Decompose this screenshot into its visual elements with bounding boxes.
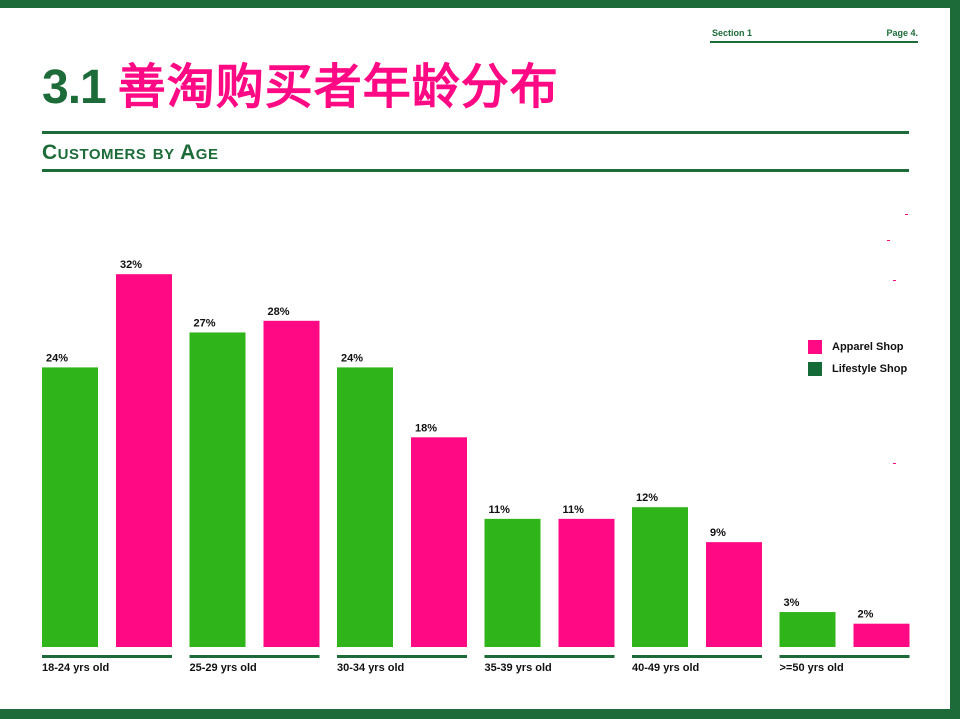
category-axis-line-0 <box>42 655 172 658</box>
bar-lifestyle-5 <box>779 612 836 647</box>
data-label-lifestyle-0: 24% <box>46 352 68 364</box>
decorative-speck <box>905 214 908 215</box>
bar-apparel-1 <box>263 320 320 647</box>
frame-bottom-border <box>0 709 960 719</box>
bar-lifestyle-3 <box>484 518 541 647</box>
legend-swatch-apparel <box>808 340 822 354</box>
category-axis-line-4 <box>632 655 762 658</box>
legend-label-lifestyle: Lifestyle Shop <box>832 363 908 375</box>
chart-legend: Apparel Shop Lifestyle Shop <box>808 336 907 380</box>
frame-top-border <box>0 0 960 8</box>
bar-apparel-3 <box>558 518 615 647</box>
data-label-lifestyle-1: 27% <box>194 317 216 329</box>
bar-lifestyle-4 <box>632 507 688 647</box>
category-label-2: 30-34 yrs old <box>337 662 404 674</box>
decorative-speck <box>893 280 896 281</box>
bar-lifestyle-2 <box>337 367 393 647</box>
data-label-apparel-3: 11% <box>563 504 585 516</box>
header-rule <box>710 41 918 43</box>
category-axis-line-5 <box>779 655 910 658</box>
data-label-lifestyle-3: 11% <box>489 504 511 516</box>
category-axis-line-1 <box>189 655 320 658</box>
data-label-apparel-2: 18% <box>415 422 437 434</box>
decorative-speck <box>893 463 896 464</box>
data-label-apparel-0: 32% <box>120 259 142 271</box>
title-number: 3.1 <box>42 61 107 114</box>
data-label-apparel-4: 9% <box>710 527 726 539</box>
data-label-apparel-1: 28% <box>268 306 290 318</box>
bar-lifestyle-0 <box>42 367 98 647</box>
decorative-speck <box>887 240 890 241</box>
title-rule <box>42 131 909 134</box>
data-label-lifestyle-5: 3% <box>784 597 800 609</box>
bar-lifestyle-1 <box>189 332 246 647</box>
page-title: 3.1 善淘购买者年龄分布 <box>42 58 559 118</box>
data-label-lifestyle-4: 12% <box>636 492 658 504</box>
section-label: Section 1 <box>712 28 753 38</box>
category-label-0: 18-24 yrs old <box>42 662 109 674</box>
subtitle-rule <box>42 169 909 172</box>
frame-right-border <box>950 0 960 719</box>
legend-label-apparel: Apparel Shop <box>832 341 904 353</box>
bar-apparel-4 <box>706 542 762 647</box>
category-axis-line-2 <box>337 655 467 658</box>
data-label-apparel-5: 2% <box>858 609 874 621</box>
category-label-1: 25-29 yrs old <box>190 662 257 674</box>
legend-item-apparel: Apparel Shop <box>808 336 907 358</box>
bar-apparel-2 <box>411 437 467 647</box>
legend-item-lifestyle: Lifestyle Shop <box>808 358 907 380</box>
category-label-4: 40-49 yrs old <box>632 662 699 674</box>
title-text: 善淘购买者年龄分布 <box>117 61 559 114</box>
category-label-5: >=50 yrs old <box>780 662 844 674</box>
legend-swatch-lifestyle <box>808 362 822 376</box>
category-axis-line-3 <box>484 655 615 658</box>
page-number: Page 4. <box>886 28 918 38</box>
category-label-3: 35-39 yrs old <box>485 662 552 674</box>
bar-apparel-0 <box>116 274 172 647</box>
data-label-lifestyle-2: 24% <box>341 352 363 364</box>
chart-subtitle: Customers by Age <box>42 141 219 164</box>
bar-apparel-5 <box>853 623 910 647</box>
